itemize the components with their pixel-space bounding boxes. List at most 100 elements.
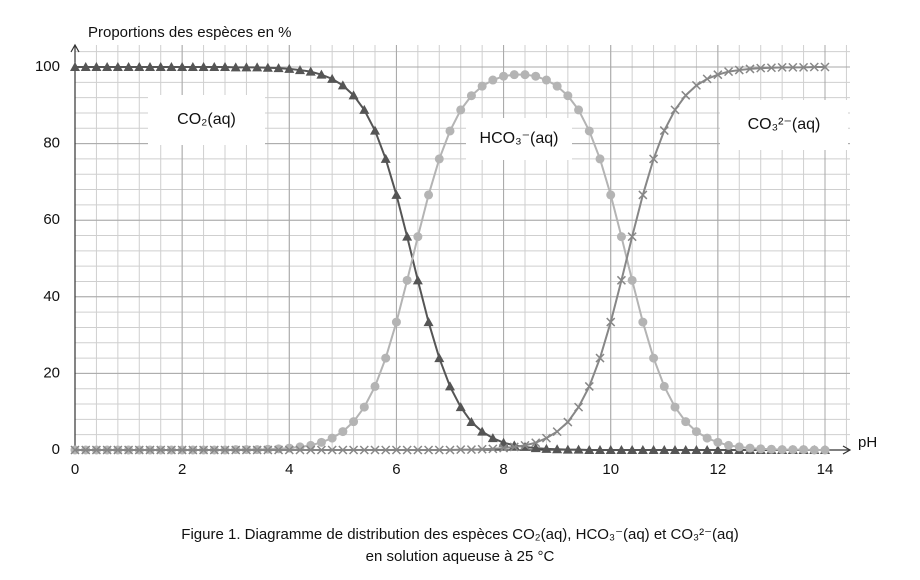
marker-circle [691,427,701,437]
marker-cross [220,445,230,455]
marker-cross [370,445,380,455]
marker-cross [616,275,626,285]
marker-cross [359,445,369,455]
marker-cross [499,443,509,453]
marker-circle [734,442,744,452]
marker-cross [284,445,294,455]
marker-triangle [691,445,702,454]
marker-triangle [605,445,616,454]
marker-triangle [702,445,713,454]
marker-triangle [80,62,91,71]
marker-triangle [155,62,166,71]
marker-cross [391,445,401,455]
marker-cross [552,427,562,437]
marker-cross [306,445,316,455]
marker-cross [456,445,466,455]
marker-circle [466,91,476,101]
marker-triangle [637,445,648,454]
marker-cross [81,445,91,455]
marker-triangle [295,65,305,75]
marker-cross [606,317,616,327]
marker-triangle [530,443,541,453]
series-label: HCO₃⁻(aq) [480,130,559,147]
series [70,62,830,455]
x-tick-label: 10 [602,461,619,478]
x-tick-label: 8 [499,461,507,478]
marker-triangle [627,445,638,454]
marker-cross [177,445,187,455]
marker-triangle [477,426,488,436]
marker-triangle [209,62,220,71]
marker-triangle [680,445,691,454]
y-tick-label: 60 [43,211,60,228]
marker-circle [499,71,509,81]
marker-triangle [552,444,563,454]
marker-cross [488,444,498,454]
marker-triangle [595,445,605,454]
marker-circle [788,445,798,455]
marker-cross [520,440,530,450]
marker-cross [713,70,723,80]
y-tick-label: 0 [52,441,60,458]
marker-circle [413,232,423,242]
marker-triangle [177,62,188,71]
marker-cross [413,445,423,455]
marker-triangle [112,62,123,71]
marker-cross [199,445,209,455]
marker-cross [166,445,176,455]
marker-circle [777,445,787,455]
x-tick-label: 0 [71,461,79,478]
marker-circle [327,433,337,443]
marker-cross [316,445,326,455]
marker-triangle [316,69,327,79]
marker-cross [434,445,444,455]
caption-line: en solution aqueuse à 25 °C [366,548,555,565]
label-box [466,118,572,160]
marker-cross [820,62,830,72]
marker-triangle [466,417,477,427]
marker-circle [595,154,605,164]
marker-circle [659,381,669,391]
marker-cross [295,445,305,455]
marker-circle [616,232,626,242]
marker-cross [638,190,648,200]
marker-circle [563,91,573,101]
marker-circle [391,317,401,327]
marker-triangle [659,445,670,454]
marker-cross [541,433,551,443]
marker-circle [456,105,466,115]
marker-triangle [423,317,434,327]
marker-triangle [498,437,509,447]
marker-circle [670,402,680,412]
marker-cross [681,90,691,100]
label-box [148,95,265,145]
marker-triangle [573,444,584,454]
marker-circle [316,437,326,447]
marker-cross [349,445,359,455]
x-axis-label: pH [858,434,877,451]
marker-circle [306,440,316,450]
y-tick-label: 40 [43,288,60,305]
marker-cross [799,62,809,72]
marker-circle [531,71,541,81]
marker-cross [102,445,112,455]
marker-cross [477,444,487,454]
marker-cross [574,402,584,412]
marker-triangle [198,62,209,71]
marker-circle [552,81,562,91]
series-label: CO₃²⁻(aq) [748,116,821,133]
marker-cross [188,445,198,455]
marker-circle [681,417,691,427]
marker-circle [477,81,487,91]
series-label: CO₂(aq) [177,111,236,128]
marker-triangle [284,63,295,73]
marker-triangle [305,66,316,76]
marker-circle [713,437,723,447]
marker-cross [777,62,787,72]
marker-circle [745,443,755,453]
marker-triangle [455,402,466,412]
marker-cross [381,445,391,455]
marker-triangle [616,445,627,454]
marker-cross [756,63,766,73]
marker-cross [134,445,144,455]
